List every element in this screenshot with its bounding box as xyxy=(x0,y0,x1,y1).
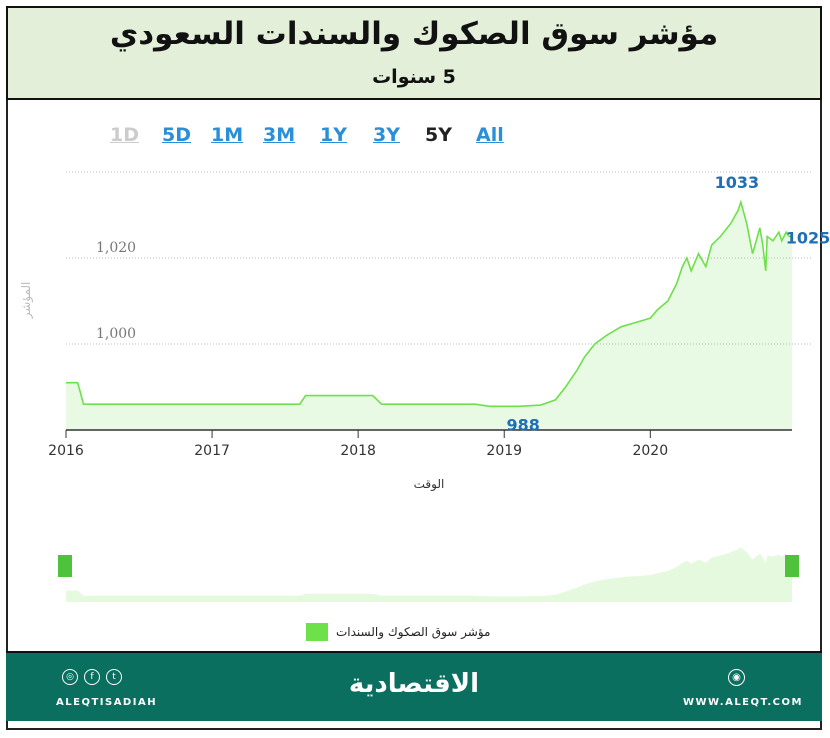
chart-header: مؤشر سوق الصكوك والسندات السعودي 5 سنوات xyxy=(6,6,822,100)
range-button-5y[interactable]: 5Y xyxy=(425,124,452,146)
navigator-handle-right[interactable] xyxy=(785,555,799,577)
legend-swatch xyxy=(306,623,328,641)
x-tick-label: 2020 xyxy=(632,443,668,459)
y-tick-label: 1,020 xyxy=(96,240,136,256)
x-tick-label: 2018 xyxy=(340,443,376,459)
chart-subtitle: 5 سنوات xyxy=(372,66,456,88)
series-area xyxy=(66,202,792,430)
x-tick-label: 2019 xyxy=(486,443,522,459)
instagram-icon[interactable]: ◎ xyxy=(62,669,78,685)
facebook-icon[interactable]: f xyxy=(84,669,100,685)
twitter-icon[interactable]: t xyxy=(106,669,122,685)
range-button-all[interactable]: All xyxy=(476,124,504,146)
range-button-3m[interactable]: 3M xyxy=(263,124,296,146)
range-button-1m[interactable]: 1M xyxy=(211,124,244,146)
range-button-5d[interactable]: 5D xyxy=(162,124,191,146)
legend[interactable]: مؤشر سوق الصكوك والسندات xyxy=(306,623,490,641)
social-handle: ALEQTISADIAH xyxy=(56,697,158,708)
data-label: 1025 xyxy=(786,229,830,248)
social-icons: ◎ f t xyxy=(62,669,122,685)
navigator-area xyxy=(66,547,792,602)
y-axis-title: المؤشر xyxy=(19,282,34,320)
x-tick-label: 2017 xyxy=(194,443,230,459)
globe-icon: ◉ xyxy=(728,669,745,686)
chart-frame xyxy=(6,6,822,730)
x-axis-title: الوقت xyxy=(414,477,445,492)
brand-logo: الاقتصادية xyxy=(348,669,480,699)
chart-title: مؤشر سوق الصكوك والسندات السعودي xyxy=(109,16,719,52)
range-button-3y[interactable]: 3Y xyxy=(373,124,400,146)
range-button-1y[interactable]: 1Y xyxy=(320,124,347,146)
x-tick-label: 2016 xyxy=(48,443,84,459)
data-label: 1033 xyxy=(715,173,760,192)
navigator-handle-left[interactable] xyxy=(58,555,72,577)
series-line xyxy=(66,199,792,408)
footer-bar: ◎ f t ALEQTISADIAH الاقتصادية ◉ WWW.ALEQ… xyxy=(6,651,822,721)
legend-label: مؤشر سوق الصكوك والسندات xyxy=(336,625,491,639)
range-button-1d[interactable]: 1D xyxy=(110,124,139,146)
website-link[interactable]: WWW.ALEQT.COM xyxy=(683,697,803,708)
data-label: 988 xyxy=(507,415,540,434)
y-tick-label: 1,000 xyxy=(96,326,136,342)
